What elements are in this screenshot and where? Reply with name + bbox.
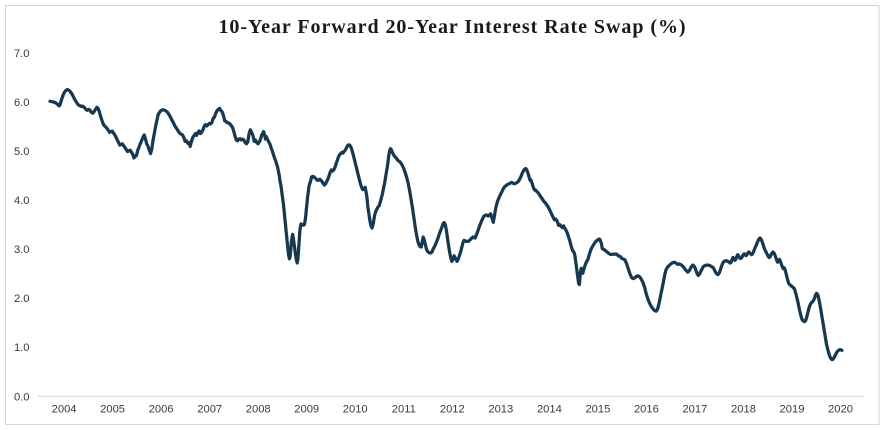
svg-text:4.0: 4.0 <box>14 195 30 207</box>
svg-text:2019: 2019 <box>780 404 805 416</box>
svg-text:2020: 2020 <box>828 404 853 416</box>
svg-text:2011: 2011 <box>392 404 416 416</box>
svg-text:2.0: 2.0 <box>14 293 30 305</box>
svg-text:2006: 2006 <box>149 404 174 416</box>
svg-text:2016: 2016 <box>634 404 659 416</box>
svg-text:2014: 2014 <box>537 404 562 416</box>
svg-text:3.0: 3.0 <box>14 244 30 256</box>
svg-text:6.0: 6.0 <box>14 97 30 109</box>
svg-text:1.0: 1.0 <box>14 342 30 354</box>
svg-text:2015: 2015 <box>585 404 610 416</box>
svg-text:2013: 2013 <box>488 404 513 416</box>
svg-text:2009: 2009 <box>294 404 319 416</box>
svg-text:2007: 2007 <box>197 404 222 416</box>
svg-text:10-Year Forward 20-Year Intere: 10-Year Forward 20-Year Interest Rate Sw… <box>218 16 686 38</box>
svg-text:2010: 2010 <box>343 404 368 416</box>
svg-text:7.0: 7.0 <box>14 48 30 60</box>
svg-text:2018: 2018 <box>731 404 756 416</box>
svg-text:2005: 2005 <box>100 404 125 416</box>
svg-text:2012: 2012 <box>440 404 465 416</box>
svg-text:2017: 2017 <box>682 404 707 416</box>
svg-text:2004: 2004 <box>52 404 77 416</box>
svg-text:2008: 2008 <box>246 404 271 416</box>
svg-text:5.0: 5.0 <box>14 146 30 158</box>
svg-text:0.0: 0.0 <box>14 391 30 403</box>
